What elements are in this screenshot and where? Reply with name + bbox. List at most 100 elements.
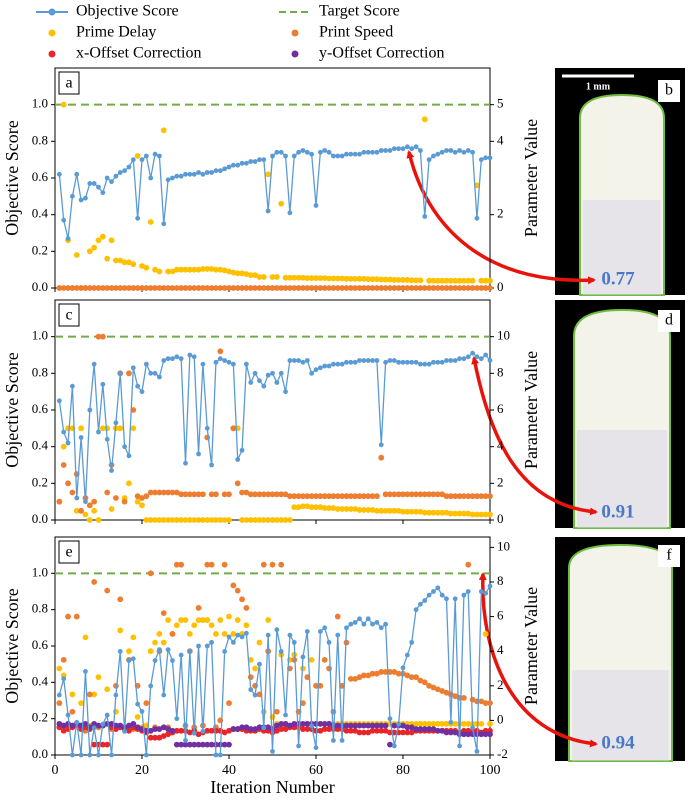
parameter-point [95,237,102,244]
parameter-point [369,285,376,291]
parameter-point [278,200,285,207]
parameter-point [230,269,237,276]
parameter-point [413,491,419,498]
y-tick-label: 1.0 [32,96,48,111]
parameter-point [482,731,489,738]
objective-point [296,149,301,155]
objective-point [304,629,310,634]
parameter-point [204,617,211,623]
parameter-point [200,266,206,272]
parameter-point [139,502,145,509]
objective-point [70,752,75,758]
parameter-point [56,720,63,727]
parameter-point [265,171,272,178]
parameter-point [313,493,319,500]
parameter-point [408,285,415,291]
objective-point [244,361,249,367]
objective-point [239,447,245,453]
objective-point [252,370,258,376]
parameter-point [165,517,172,523]
objective-point [65,440,71,446]
objective-point [248,159,254,164]
objective-point [109,752,114,758]
objective-point [413,359,419,365]
parameter-point [252,665,258,672]
parameter-point [326,720,332,727]
parameter-point [69,691,76,698]
parameter-point [439,720,446,727]
parameter-point [213,266,219,273]
objective-point [278,649,284,654]
parameter-point [326,505,332,511]
parameter-point [465,493,472,500]
panel-label: d [665,312,673,329]
parameter-point [443,509,450,516]
parameter-point [143,493,150,500]
parameter-point [182,617,189,623]
parameter-point [387,741,393,748]
objective-point [426,361,432,367]
objective-point [230,639,236,645]
x-axis-label: Iteration Number [210,777,334,797]
parameter-point [104,255,111,262]
objective-point [370,358,375,363]
parameter-point [117,722,124,729]
objective-point [487,583,493,589]
parameter-point [208,561,215,568]
objective-point [326,149,332,155]
objective-point [322,148,328,153]
objective-point [91,181,97,186]
objective-point [117,649,123,654]
objective-point [383,359,388,365]
objective-point [483,352,489,358]
parameter-point [221,517,228,523]
parameter-point [234,285,241,291]
parameter-point [434,720,441,727]
parameter-point [369,727,376,734]
parameter-point [117,627,124,634]
parameter-point [452,720,459,727]
objective-point [178,173,184,179]
parameter-point [421,116,428,123]
objective-point [400,359,406,365]
parameter-point [413,674,419,681]
y2-tick-label: 2 [497,677,504,692]
objective-point [391,358,397,363]
parameter-point [143,264,150,271]
chart-c: 0.0 0.2 0.4 0.6 0.8 1.0 0 2 4 6 8 10 c Objective Scor… [2,299,541,526]
parameter-point [147,570,154,577]
x-tick-label: 80 [396,763,410,778]
objective-point [187,171,193,177]
x-tick-label: 0 [52,763,59,778]
parameter-point [330,275,337,282]
objective-point [378,625,384,631]
parameter-point [317,285,324,291]
parameter-point [365,493,372,500]
objective-point [483,155,489,161]
parameter-point [421,726,428,732]
parameter-point [321,275,328,281]
legend-label: Print Speed [319,24,393,41]
objective-point [409,146,415,152]
parameter-point [230,285,237,291]
objective-point [170,175,175,181]
parameter-point [487,285,493,291]
parameter-point [443,689,450,696]
score-label: 0.91 [601,501,634,522]
parameter-point [482,630,489,637]
parameter-point [487,700,493,706]
parameter-point [430,277,437,284]
legend-swatch [48,50,56,58]
legend-swatch [291,50,299,58]
objective-point [422,598,428,603]
objective-point [96,429,101,435]
parameter-point [317,275,324,281]
objective-point [465,148,471,153]
objective-point [252,159,258,164]
parameter-point [404,508,411,515]
objective-point [213,359,219,365]
objective-point [278,149,284,155]
objective-point [139,389,145,395]
parameter-point [295,504,302,511]
